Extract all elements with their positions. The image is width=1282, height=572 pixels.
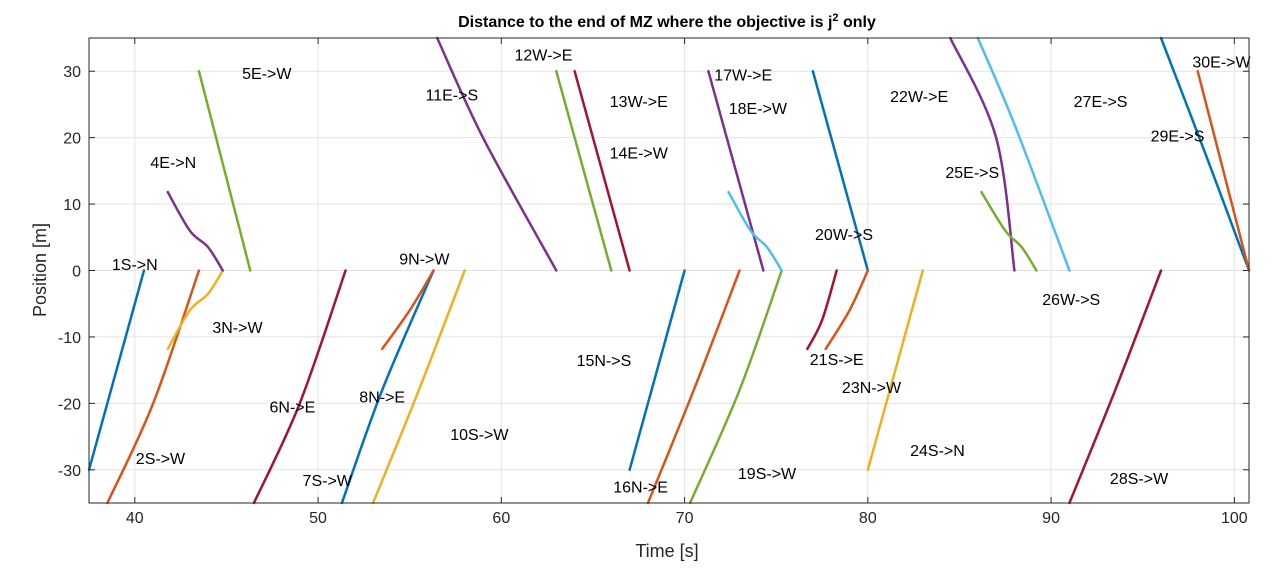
y-tick-label: 20 (63, 131, 81, 148)
series-label-21s-to-e: 21S->E (810, 352, 864, 369)
series-line-11e-to-s (435, 36, 558, 272)
series-line-22w-to-e (811, 69, 870, 272)
chart-title: Distance to the end of MZ where the obje… (458, 12, 876, 31)
series-line-30e-to-w (1196, 69, 1251, 272)
series-line-25e-to-s (949, 36, 1016, 272)
series-label-4e-to-n: 4E->N (150, 155, 196, 172)
series-label-9n-to-w: 9N->W (399, 252, 450, 269)
series-labels: 1S->N 2S->W 3N->W 4E->N 5E->W 6N->E 7S->W 8N->E… (112, 48, 1252, 497)
series-label-6n-to-e: 6N->E (270, 400, 316, 417)
series-line-10s-to-w (371, 269, 466, 505)
title-superscript: 2 (832, 12, 838, 24)
series-label-19s-to-w: 19S->W (738, 466, 797, 483)
x-tick-label: 40 (126, 510, 144, 527)
series-line-2s-to-w (106, 269, 201, 505)
series-label-28s-to-w: 28S->W (1110, 471, 1169, 488)
series-line-6n-to-e (252, 269, 347, 505)
series-label-14e-to-w: 14E->W (610, 145, 669, 162)
y-tick-label: 30 (63, 64, 81, 81)
series-label-5e-to-w: 5E->W (242, 66, 292, 83)
series-line-19s-to-w (688, 269, 783, 505)
x-tick-label: 90 (1042, 510, 1060, 527)
series-line-28s-to-w (1068, 269, 1163, 505)
y-tick-label: -20 (58, 396, 81, 413)
series-label-16n-to-e: 16N->E (613, 479, 668, 496)
series-label-17w-to-e: 17W->E (714, 68, 772, 85)
series-label-10s-to-w: 10S->W (450, 427, 509, 444)
series-line-27e-to-s (976, 36, 1071, 272)
series-line-4e-to-n (166, 190, 225, 272)
series-label-29e-to-s: 29E->S (1151, 129, 1205, 146)
y-tick-label: 0 (72, 264, 81, 281)
series-label-25e-to-s: 25E->S (945, 165, 999, 182)
x-tick-label: 50 (309, 510, 327, 527)
grid (89, 38, 1249, 503)
series-line-9n-to-w (380, 269, 435, 351)
series-label-26w-to-s: 26W->S (1042, 292, 1100, 309)
series-line-8n-to-e (340, 269, 435, 505)
x-axis-label: Time [s] (635, 541, 698, 561)
series-label-7s-to-w: 7S->W (303, 473, 353, 490)
series-line-29e-to-s (1159, 36, 1251, 272)
series-line-3n-to-w (166, 269, 225, 351)
series-line-26w-to-s (980, 190, 1038, 272)
series-label-23n-to-w: 23N->W (842, 380, 902, 397)
series-label-20w-to-s: 20W->S (815, 227, 873, 244)
series-label-18e-to-w: 18E->W (729, 101, 788, 118)
plot-frame (88, 37, 1250, 504)
series-line-23n-to-w (824, 269, 870, 351)
series-label-30e-to-w: 30E->W (1192, 54, 1251, 71)
y-tick-label: -30 (58, 463, 81, 480)
y-axis-label: Position [m] (30, 223, 50, 317)
series-line-5e-to-w (197, 69, 252, 272)
y-tick-label: -10 (58, 330, 81, 347)
series-label-12w-to-e: 12W->E (514, 48, 572, 65)
x-tick-label: 80 (859, 510, 877, 527)
axis-ticks: 40 50 60 70 80 90 100 -30 -20 -10 0 10 20 30 (58, 38, 1249, 527)
x-tick-label: 70 (676, 510, 694, 527)
series-label-15n-to-s: 15N->S (577, 353, 632, 370)
series-lines (87, 36, 1251, 505)
series-line-16n-to-e (646, 269, 741, 505)
series-label-3n-to-w: 3N->W (212, 320, 263, 337)
x-tick-label: 60 (492, 510, 510, 527)
series-label-13w-to-e: 13W->E (610, 94, 668, 111)
series-label-1s-to-n: 1S->N (112, 257, 158, 274)
series-label-8n-to-e: 8N->E (359, 390, 405, 407)
x-tick-label: 100 (1221, 510, 1248, 527)
series-label-11e-to-s: 11E->S (426, 87, 479, 104)
series-line-24s-to-n (866, 269, 925, 472)
series-label-22w-to-e: 22W->E (890, 89, 948, 106)
series-line-12w-to-e (555, 69, 613, 272)
series-line-1s-to-n (87, 269, 146, 472)
series-line-15n-to-s (628, 269, 686, 472)
series-line-20w-to-s (727, 190, 783, 272)
series-label-24s-to-n: 24S->N (910, 443, 965, 460)
series-line-17w-to-e (707, 69, 765, 272)
series-line-13w-to-e (573, 69, 631, 272)
series-label-27e-to-s: 27E->S (1074, 94, 1128, 111)
series-label-2s-to-w: 2S->W (136, 451, 186, 468)
y-tick-label: 10 (63, 197, 81, 214)
series-line-21s-to-e (806, 269, 838, 351)
